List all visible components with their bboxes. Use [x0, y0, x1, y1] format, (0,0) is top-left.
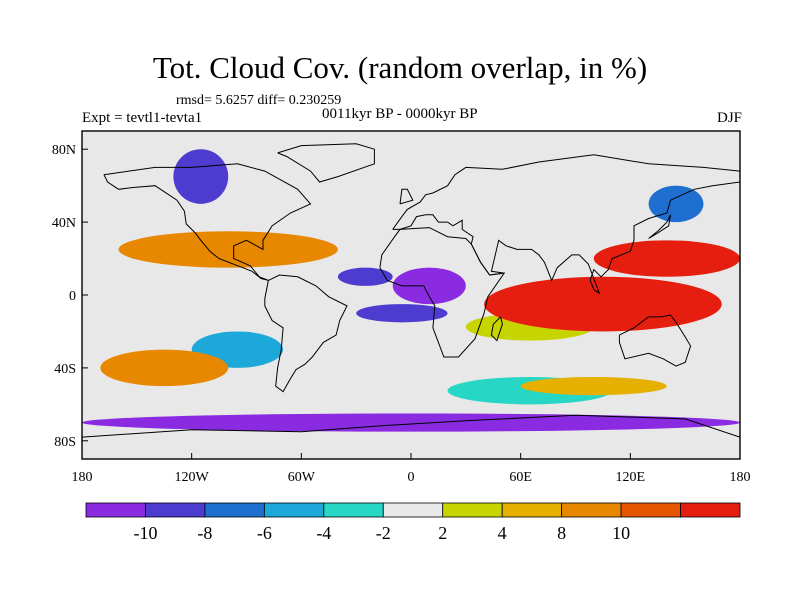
- coastline: [264, 274, 348, 393]
- colorbar-label: -2: [376, 523, 391, 543]
- x-tick-label: 180: [730, 470, 751, 485]
- colorbar-swatch: [501, 502, 563, 518]
- field-region: [520, 377, 667, 396]
- season-string: DJF: [716, 110, 742, 126]
- x-tick-label: 120W: [175, 470, 210, 485]
- coastline: [490, 316, 503, 342]
- field-region: [648, 185, 704, 223]
- x-tick-label: 60W: [288, 470, 316, 485]
- x-tick-label: 0: [408, 470, 415, 485]
- experiment-string: Expt = tevtl1-tevta1: [82, 110, 203, 126]
- y-tick-label: 80S: [54, 435, 76, 450]
- colorbar-swatch: [680, 502, 741, 518]
- colorbar: -10 -8 -6 -4 -2 2 4 8 10: [85, 502, 741, 543]
- colorbar-label: 4: [498, 523, 507, 543]
- colorbar-label: -4: [316, 523, 331, 543]
- field-region: [356, 304, 448, 323]
- colorbar-swatch: [204, 502, 265, 518]
- colorbar-swatch: [263, 502, 325, 518]
- field-region: [118, 231, 338, 268]
- plot-title: Tot. Cloud Cov. (random overlap, in %): [152, 50, 648, 85]
- colorbar-swatch: [145, 502, 206, 518]
- colorbar-swatch: [323, 502, 384, 518]
- y-tick-label: 80N: [52, 143, 76, 158]
- x-axis: 180 120W 60W 0 60E 120E 180: [72, 453, 751, 485]
- coastlines: [82, 143, 740, 438]
- colorbar-swatch: [561, 502, 622, 518]
- x-tick-label: 60E: [509, 470, 532, 485]
- y-tick-label: 0: [69, 289, 76, 304]
- y-tick-label: 40S: [54, 362, 76, 377]
- field-region: [82, 413, 740, 432]
- field-region: [337, 267, 393, 286]
- period-string: 0011kyr BP - 0000kyr BP: [322, 106, 478, 122]
- colorbar-label: -10: [133, 523, 157, 543]
- coastline: [82, 414, 740, 438]
- colorbar-swatch: [382, 502, 444, 518]
- colorbar-label: -8: [197, 523, 212, 543]
- coastline: [277, 143, 375, 183]
- field-region: [484, 276, 722, 332]
- colorbar-swatch: [620, 502, 681, 518]
- colorbar-label: -6: [257, 523, 272, 543]
- coastline: [399, 188, 414, 205]
- coastline: [379, 227, 506, 358]
- coastline: [648, 214, 671, 239]
- field-region: [100, 349, 229, 387]
- stats-string: rmsd= 5.6257 diff= 0.230259: [176, 93, 342, 108]
- colorbar-swatch: [85, 502, 146, 518]
- colorbar-label: 8: [557, 523, 566, 543]
- coastline: [618, 314, 692, 367]
- colorbar-label: 10: [612, 523, 630, 543]
- colorbar-label: 2: [438, 523, 447, 543]
- x-tick-label: 120E: [616, 470, 646, 485]
- y-tick-label: 40N: [52, 216, 76, 231]
- contour-field: [82, 149, 740, 432]
- x-tick-label: 180: [72, 470, 93, 485]
- colorbar-swatch: [442, 502, 503, 518]
- field-region: [392, 267, 466, 305]
- field-region: [173, 149, 229, 204]
- y-axis: 80N 40N 0 40S 80S: [52, 143, 88, 450]
- field-region: [593, 240, 740, 277]
- coastline: [103, 163, 312, 281]
- coastline: [392, 154, 740, 295]
